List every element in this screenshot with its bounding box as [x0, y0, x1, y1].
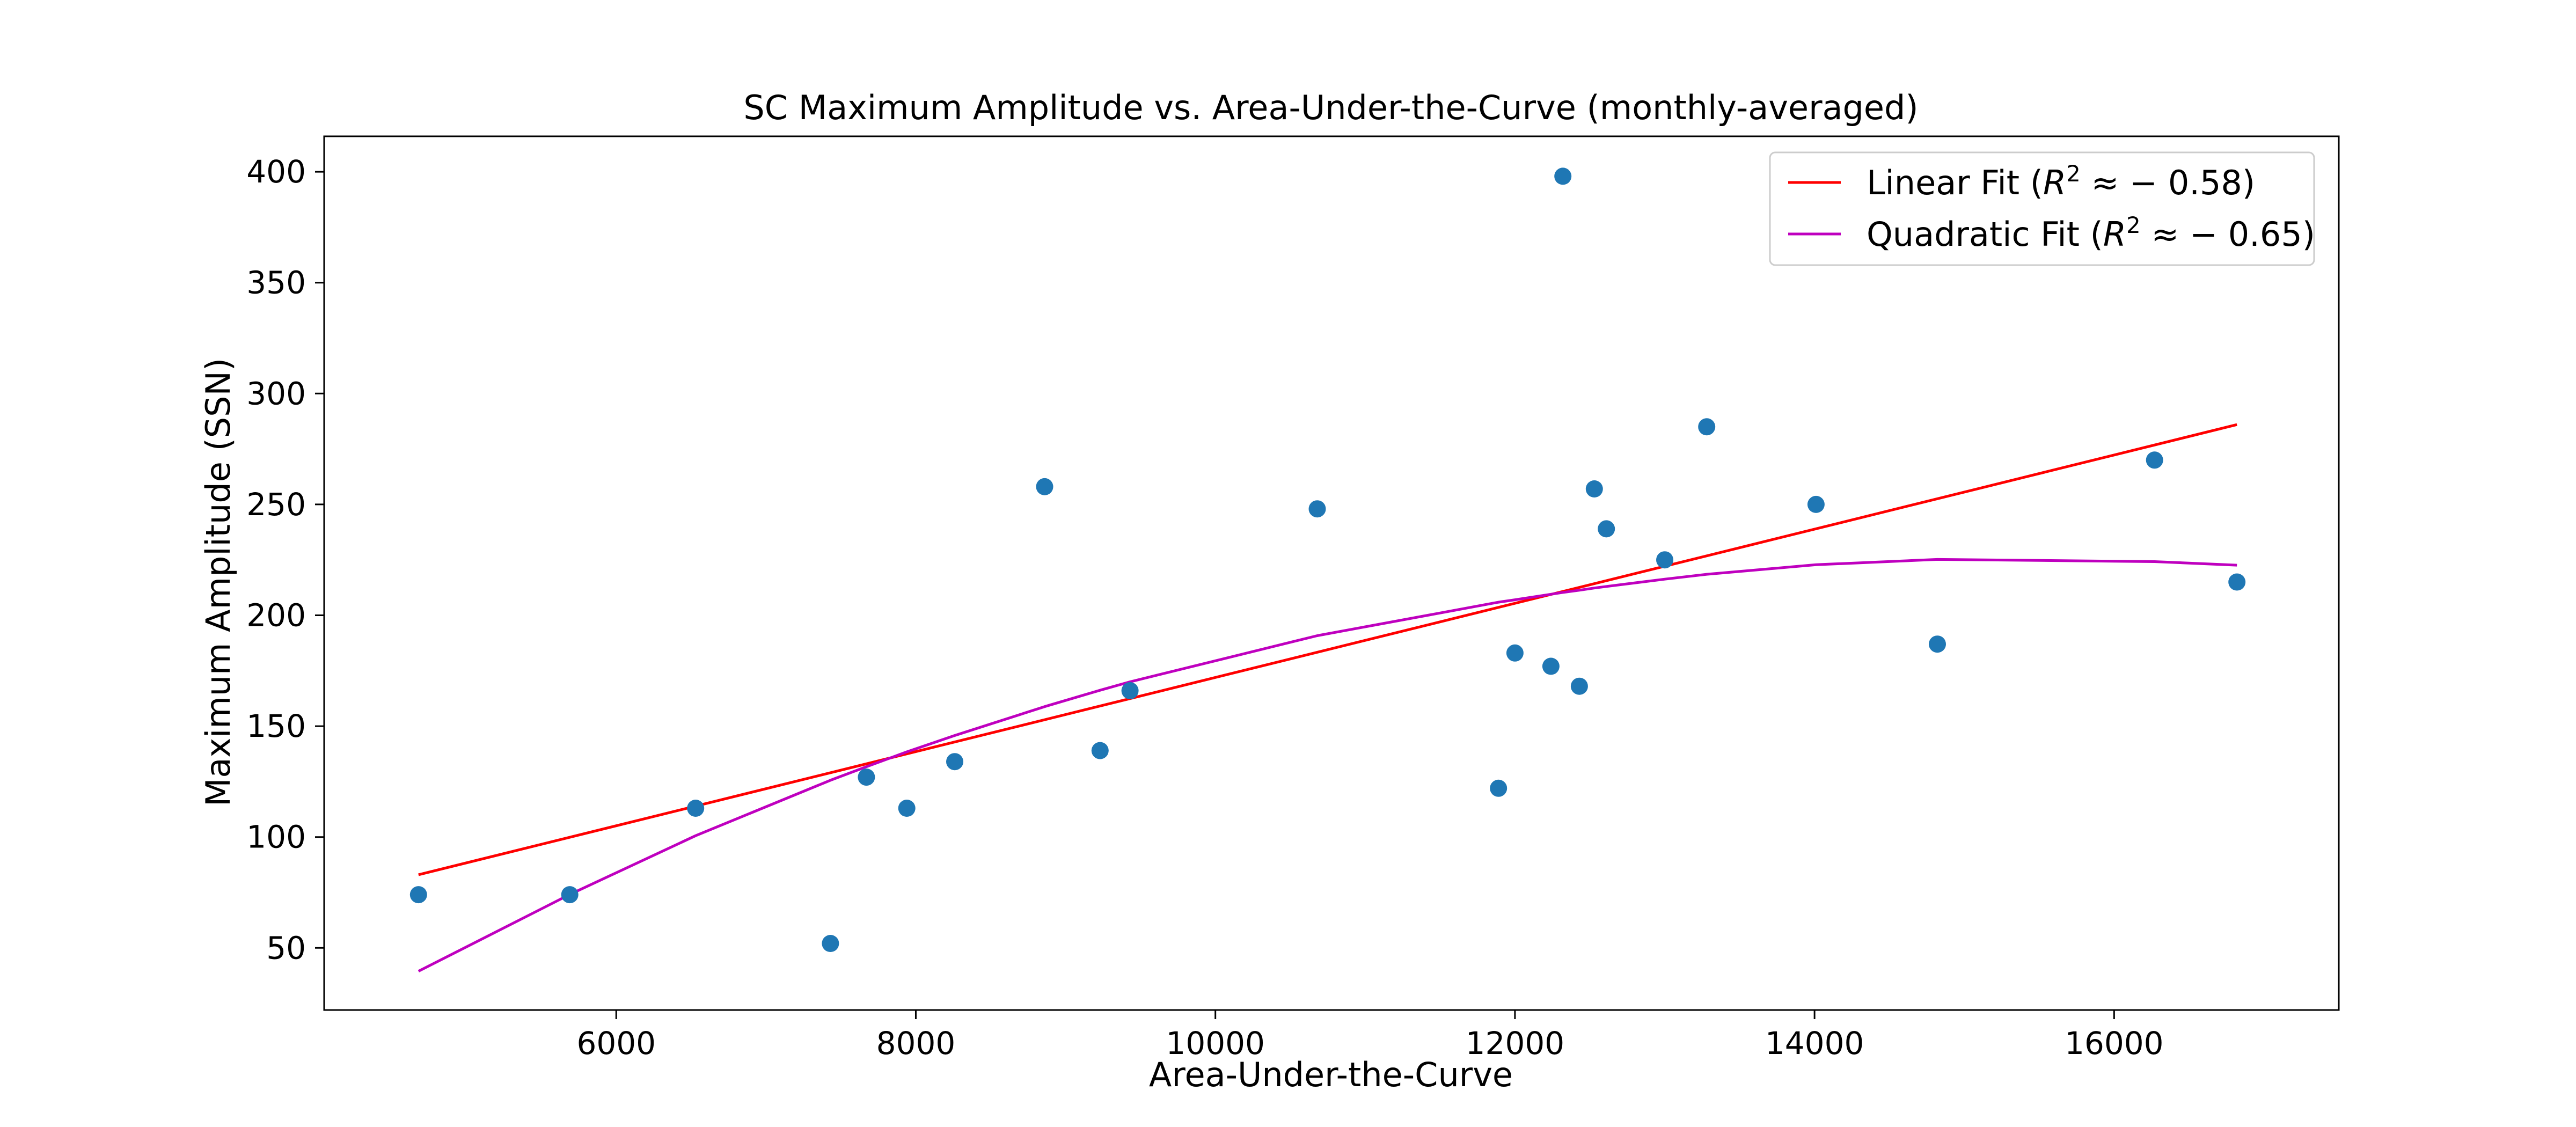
legend-label-linear-fit-main: Linear Fit ( — [1867, 163, 2043, 202]
y-tick-label: 400 — [246, 153, 306, 190]
legend-label-linear-fit-exp: 2 — [2066, 160, 2081, 187]
data-point — [1490, 779, 1507, 797]
data-point — [1036, 478, 1053, 495]
data-point — [1506, 644, 1524, 662]
legend-label-linear-fit-rest: ≈ − 0.58) — [2081, 163, 2255, 202]
y-tick-label: 300 — [246, 375, 306, 412]
legend-label-quadratic-fit-rest: ≈ − 0.65) — [2141, 215, 2315, 254]
plot-frame — [323, 135, 2340, 1011]
data-point — [1698, 418, 1716, 436]
legend-box — [1769, 151, 2315, 266]
plot-area: 6000 8000 10000 12000 14000 16000 50 100 150 200 2… — [246, 135, 2340, 1062]
data-point — [1807, 495, 1825, 513]
legend-label-quadratic-fit-r: R — [2103, 215, 2126, 254]
x-tick-label: 14000 — [1765, 1025, 1864, 1062]
legend-label-quadratic-fit-main: Quadratic Fit ( — [1867, 215, 2103, 254]
y-tick-label: 200 — [246, 597, 306, 634]
legend-label-linear-fit: Linear Fit (R2 ≈ − 0.58) — [1867, 160, 2255, 202]
x-tick-label: 8000 — [876, 1025, 956, 1062]
legend-label-linear-fit-r: R — [2043, 163, 2066, 202]
data-point — [822, 935, 839, 952]
data-point — [1542, 657, 1560, 675]
y-tick-label: 150 — [246, 708, 306, 744]
quadratic-fit-line — [418, 558, 2237, 972]
x-tick-label: 16000 — [2065, 1025, 2164, 1062]
y-tick-label: 350 — [246, 265, 306, 301]
x-tick-label: 10000 — [1166, 1025, 1265, 1062]
data-point — [1656, 551, 1673, 569]
data-point — [898, 800, 916, 817]
legend: Linear Fit (R2 ≈ − 0.58) Quadratic Fit (… — [1769, 151, 2315, 266]
data-point — [1929, 635, 1946, 653]
data-point — [409, 886, 427, 904]
data-point — [561, 886, 579, 904]
data-point — [1570, 677, 1588, 695]
data-point — [858, 769, 875, 786]
x-tick-label: 12000 — [1466, 1025, 1565, 1062]
data-point — [687, 800, 705, 817]
data-point — [1598, 520, 1615, 538]
data-point — [2228, 573, 2246, 591]
data-point — [1554, 167, 1572, 185]
y-tick-label: 50 — [266, 930, 306, 966]
data-point — [1121, 682, 1139, 699]
legend-label-quadratic-fit-exp: 2 — [2126, 212, 2141, 238]
y-tick-label: 100 — [246, 819, 306, 855]
linear-fit-line — [418, 423, 2237, 876]
data-point — [1308, 500, 1326, 518]
x-tick-label: 6000 — [576, 1025, 656, 1062]
data-point — [2146, 451, 2163, 469]
data-point — [946, 753, 963, 771]
y-axis-label: Maximum Amplitude (SSN) — [199, 358, 238, 807]
x-axis-label: Area-Under-the-Curve — [1149, 1055, 1513, 1094]
data-point — [1585, 480, 1603, 497]
chart-title: SC Maximum Amplitude vs. Area-Under-the-… — [743, 88, 1918, 127]
y-tick-label: 250 — [246, 486, 306, 523]
data-point — [1091, 742, 1109, 759]
legend-label-quadratic-fit: Quadratic Fit (R2 ≈ − 0.65) — [1867, 212, 2315, 254]
